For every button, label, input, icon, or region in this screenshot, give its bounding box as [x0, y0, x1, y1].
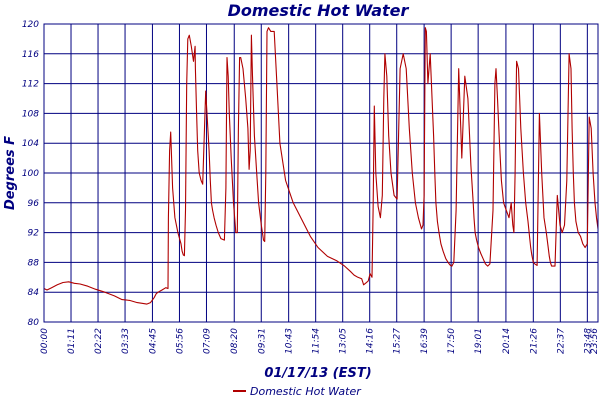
x-tick-label: 07:09 [202, 328, 212, 354]
series-layer [43, 27, 599, 305]
y-tick-label: 120 [22, 20, 39, 30]
x-tick-label: 22:37 [556, 328, 566, 354]
x-tick-label: 16:39 [420, 328, 430, 354]
y-tick-label: 112 [22, 80, 39, 90]
legend-label: Domestic Hot Water [250, 385, 362, 398]
y-tick-label: 84 [28, 288, 40, 298]
x-tick-label: 13:05 [339, 328, 349, 354]
x-tick-label: 02:22 [94, 328, 104, 354]
y-tick-label: 80 [28, 318, 40, 328]
y-axis-label: Degrees F [3, 136, 18, 210]
x-tick-label: 17:50 [447, 328, 457, 354]
y-tick-label: 96 [28, 199, 40, 209]
x-tick-label: 04:45 [148, 328, 158, 354]
y-tick-label: 92 [28, 229, 40, 239]
x-tick-label: 19:01 [474, 328, 484, 354]
x-tick-label: 00:00 [40, 328, 50, 354]
y-tick-label: 108 [22, 109, 39, 119]
legend: Domestic Hot Water [233, 385, 362, 398]
y-tick-label: 104 [22, 139, 39, 149]
y-tick-labels: 80 84 88 92 96 100 104 108 112 116 120 [22, 20, 39, 328]
x-tick-label: 15:27 [393, 328, 403, 354]
x-tick-label: 23:56 [590, 328, 600, 354]
plot-frame [43, 23, 599, 323]
x-tick-label: 10:43 [285, 328, 295, 354]
y-tick-label: 116 [22, 50, 39, 60]
x-tick-label: 21:26 [529, 328, 539, 354]
x-tick-labels: 00:00 01:11 02:22 03:33 04:45 05:56 07:09 08:20… [40, 328, 600, 354]
x-tick-label: 23:48 [583, 328, 593, 354]
x-tick-label: 20:14 [502, 328, 512, 354]
x-axis-label: 01/17/13 (EST) [264, 366, 371, 381]
series-line-0 [43, 27, 599, 305]
x-tick-label: 01:11 [67, 328, 77, 354]
y-tick-label: 88 [28, 258, 40, 268]
x-tick-label: 03:33 [121, 328, 131, 354]
x-tick-label: 09:31 [257, 328, 267, 354]
x-tick-label: 08:20 [230, 328, 240, 354]
y-tick-label: 100 [22, 169, 39, 179]
x-tick-label: 11:54 [312, 328, 322, 354]
chart-title: Domestic Hot Water [228, 1, 410, 20]
x-tick-label: 14:16 [366, 328, 376, 354]
x-tick-label: 05:56 [175, 328, 185, 354]
